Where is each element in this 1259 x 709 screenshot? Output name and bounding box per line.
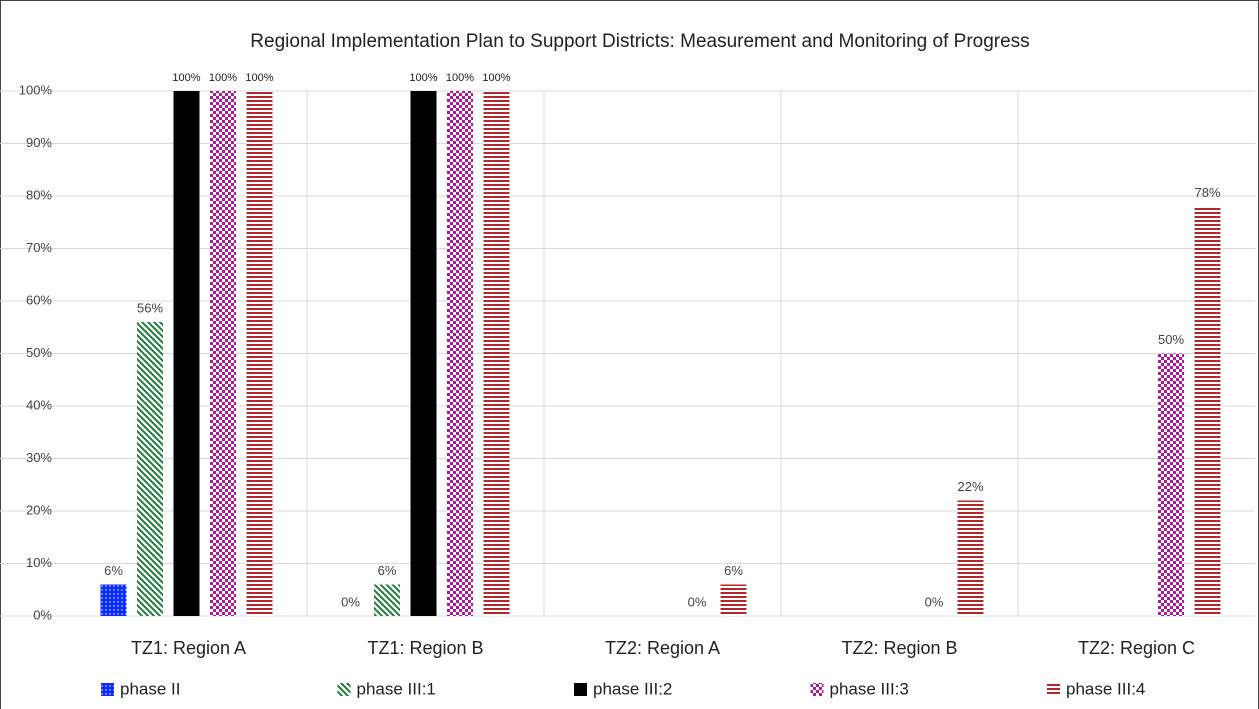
value-label: 100% xyxy=(446,72,474,84)
y-tick-label: 70% xyxy=(26,240,52,255)
legend-label: phase III:2 xyxy=(593,679,672,698)
value-label: 100% xyxy=(245,72,273,84)
x-tick-label: TZ1: Region A xyxy=(131,638,246,658)
value-label: 22% xyxy=(957,479,983,494)
legend-label: phase III:1 xyxy=(357,679,436,698)
chart-title: Regional Implementation Plan to Support … xyxy=(250,31,1029,52)
bar xyxy=(410,91,437,616)
value-label: 6% xyxy=(378,563,397,578)
value-label: 50% xyxy=(1158,332,1184,347)
bar xyxy=(100,584,127,616)
x-tick-label: TZ2: Region C xyxy=(1078,638,1195,658)
bar xyxy=(483,91,510,616)
bar xyxy=(210,91,236,616)
bar xyxy=(1158,353,1184,616)
value-label: 100% xyxy=(209,72,237,84)
value-label: 100% xyxy=(172,72,200,84)
bar xyxy=(246,91,273,616)
legend-swatch xyxy=(574,683,587,696)
bar xyxy=(1194,206,1221,616)
y-tick-label: 0% xyxy=(33,607,52,622)
x-tick-label: TZ2: Region A xyxy=(605,638,720,658)
legend-label: phase III:4 xyxy=(1066,679,1145,698)
bar xyxy=(173,91,200,616)
legend-label: phase II xyxy=(120,679,181,698)
bar xyxy=(137,322,163,616)
y-tick-label: 100% xyxy=(19,82,53,97)
legend-swatch xyxy=(101,683,114,696)
value-label: 6% xyxy=(724,563,743,578)
bar xyxy=(447,91,473,616)
value-label: 56% xyxy=(137,300,163,315)
value-label: 78% xyxy=(1194,185,1220,200)
x-tick-label: TZ1: Region B xyxy=(367,638,483,658)
y-tick-label: 30% xyxy=(26,450,52,465)
y-tick-label: 80% xyxy=(26,187,52,202)
bar xyxy=(720,584,747,616)
y-tick-label: 50% xyxy=(26,345,52,360)
value-label: 6% xyxy=(104,563,123,578)
y-tick-label: 40% xyxy=(26,397,52,412)
y-tick-label: 60% xyxy=(26,292,52,307)
value-label: 0% xyxy=(688,594,707,609)
bar xyxy=(957,500,984,616)
value-label: 0% xyxy=(341,594,360,609)
y-tick-label: 20% xyxy=(26,502,52,517)
value-label: 0% xyxy=(925,594,944,609)
value-label: 100% xyxy=(409,72,437,84)
bar xyxy=(374,584,400,616)
legend-swatch xyxy=(337,683,351,696)
y-tick-label: 10% xyxy=(26,555,52,570)
legend-label: phase III:3 xyxy=(830,679,909,698)
x-tick-label: TZ2: Region B xyxy=(841,638,957,658)
legend-swatch xyxy=(1047,683,1060,696)
legend-swatch xyxy=(810,683,824,696)
y-tick-label: 90% xyxy=(26,135,52,150)
value-label: 100% xyxy=(482,72,510,84)
